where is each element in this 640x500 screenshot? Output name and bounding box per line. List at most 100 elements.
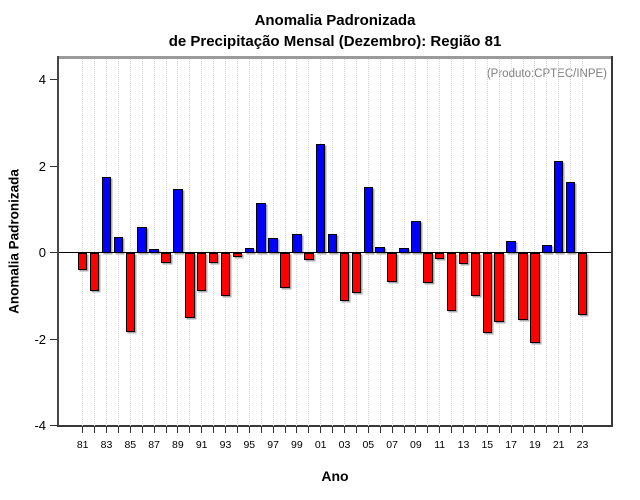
y-tick-label: -4	[34, 418, 46, 433]
year-gridline	[486, 58, 488, 426]
x-axis-tick	[510, 427, 512, 433]
y-axis-tick	[50, 425, 57, 426]
x-axis-tick	[332, 427, 334, 433]
y-axis-tick	[50, 252, 57, 254]
bar-2014	[470, 252, 481, 296]
x-axis-tick	[558, 427, 560, 433]
bar-1986	[137, 226, 147, 253]
x-axis-tick	[141, 427, 143, 433]
x-tick-label: 97	[267, 439, 279, 451]
x-axis-tick	[177, 427, 179, 433]
x-axis-tick	[189, 427, 191, 433]
year-gridline	[474, 58, 476, 426]
x-axis-tick	[570, 427, 572, 433]
x-tick-label: 03	[338, 439, 351, 451]
bar-2000	[304, 252, 314, 260]
x-tick-label: 23	[576, 439, 589, 451]
bar-2007	[387, 252, 397, 282]
bar-2001	[315, 144, 326, 253]
bar-1984	[113, 237, 124, 253]
bar-2015	[482, 252, 493, 333]
x-axis-tick	[451, 427, 453, 433]
x-axis-tick	[284, 427, 286, 433]
x-tick-label: 05	[362, 439, 375, 451]
year-gridline	[308, 58, 310, 426]
year-gridline	[498, 58, 500, 426]
bar-2023	[577, 252, 588, 315]
x-axis-tick	[320, 427, 322, 433]
bar-2009	[411, 221, 421, 253]
x-axis-tick	[427, 427, 429, 433]
x-axis-tick	[403, 427, 405, 433]
x-axis-tick	[546, 427, 548, 433]
year-gridline	[427, 58, 429, 426]
x-tick-label: 01	[314, 439, 327, 451]
x-axis-tick	[165, 427, 167, 433]
year-gridline	[225, 58, 226, 426]
year-gridline	[189, 58, 191, 426]
bar-1999	[292, 234, 302, 253]
y-axis-tick	[50, 79, 57, 81]
bar-1993	[220, 252, 231, 297]
bar-1997	[268, 238, 278, 253]
year-gridline	[534, 58, 536, 426]
x-tick-label: 85	[124, 439, 137, 451]
bar-1992	[208, 252, 219, 263]
year-gridline	[94, 58, 96, 426]
year-gridline	[451, 58, 453, 426]
x-axis-tick	[117, 427, 119, 433]
bar-1990	[185, 252, 195, 318]
bar-2006	[375, 246, 385, 253]
year-gridline	[391, 58, 393, 426]
bar-2010	[423, 252, 433, 283]
plot-frame-top	[57, 56, 613, 59]
bar-1996	[256, 202, 266, 253]
plot-frame-bottom	[57, 425, 613, 427]
zero-line	[59, 252, 611, 254]
x-axis-tick	[225, 427, 226, 433]
x-tick-label: 13	[457, 439, 470, 451]
x-axis-tick	[439, 427, 441, 433]
x-tick-label: 91	[195, 439, 208, 451]
bar-2012	[446, 252, 457, 311]
bar-1988	[161, 252, 171, 263]
chart-title: Anomalia Padronizada de Precipitação Men…	[59, 10, 611, 52]
x-axis-tick	[153, 427, 155, 433]
year-gridline	[284, 58, 286, 426]
year-gridline	[165, 58, 167, 426]
x-tick-label: 17	[505, 439, 517, 451]
bar-2003	[339, 252, 350, 301]
y-tick-label: -2	[34, 331, 46, 347]
bar-1985	[125, 252, 136, 333]
year-gridline	[582, 58, 583, 426]
x-axis-tick	[582, 427, 583, 433]
bar-2020	[542, 245, 552, 253]
x-tick-label: 21	[552, 439, 565, 451]
year-gridline	[129, 58, 131, 426]
y-axis-tick	[50, 338, 57, 340]
bar-1998	[280, 252, 290, 288]
year-gridline	[439, 58, 441, 426]
x-axis-tick	[296, 427, 298, 433]
x-axis-tick	[391, 427, 393, 433]
x-tick-label: 89	[172, 439, 184, 451]
bar-2008	[399, 248, 409, 253]
y-tick-label: 2	[38, 158, 46, 174]
bar-1983	[101, 177, 112, 253]
x-axis-tick	[82, 427, 84, 433]
x-axis-tick	[486, 427, 488, 433]
x-tick-label: 09	[410, 439, 422, 451]
x-axis-tick	[498, 427, 500, 433]
x-tick-label: 19	[529, 439, 541, 451]
bar-2021	[553, 160, 564, 253]
year-gridline	[403, 58, 405, 426]
x-axis-tick	[236, 427, 238, 433]
x-axis-tick	[415, 427, 417, 433]
x-axis-tick	[260, 427, 262, 433]
x-axis-tick	[355, 427, 357, 433]
y-axis-label: Anomalia Padronizada	[6, 169, 22, 314]
year-gridline	[522, 58, 524, 426]
bar-2002	[327, 234, 338, 253]
year-gridline	[379, 58, 381, 426]
year-gridline	[82, 58, 84, 426]
